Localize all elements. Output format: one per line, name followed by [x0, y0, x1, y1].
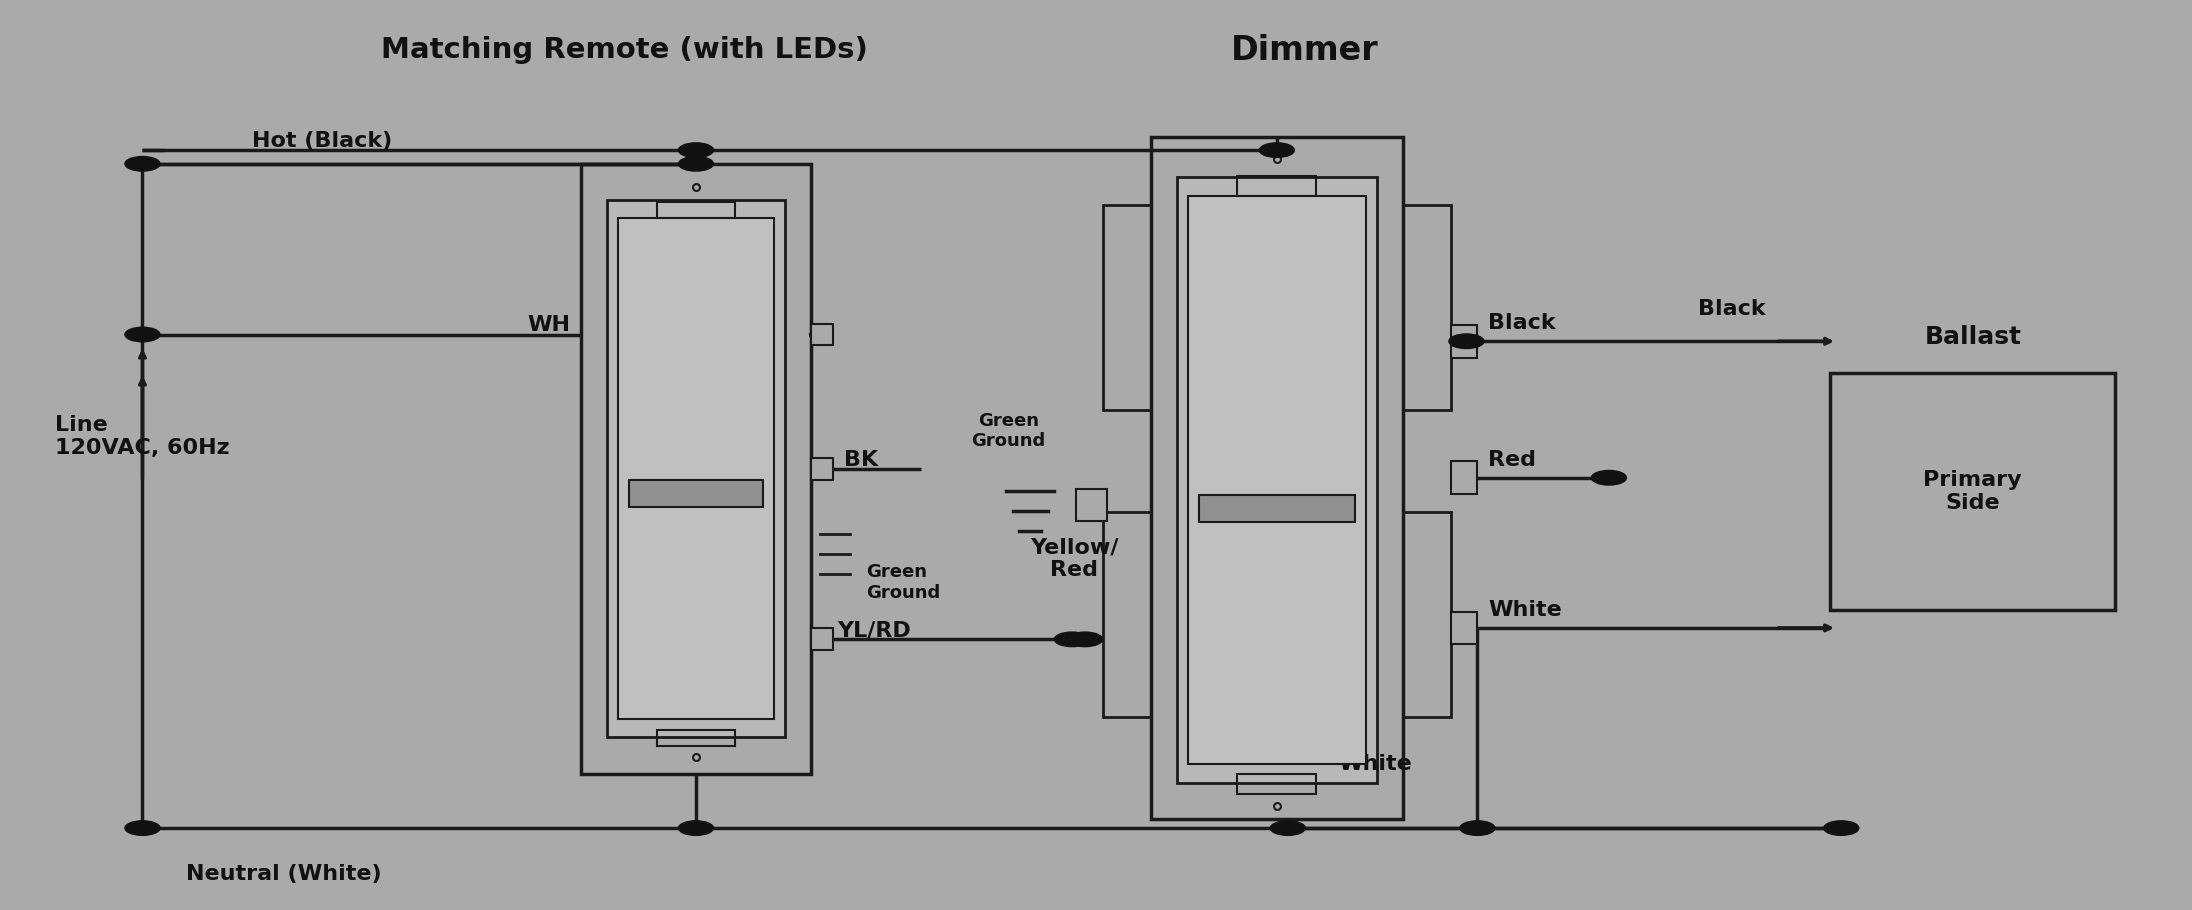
- Bar: [629, 480, 763, 508]
- Circle shape: [680, 143, 715, 157]
- Bar: [1177, 177, 1377, 783]
- Circle shape: [1269, 821, 1306, 835]
- Circle shape: [125, 328, 160, 342]
- Bar: [1103, 511, 1151, 717]
- Circle shape: [125, 157, 160, 171]
- Text: Yellow/
Red: Yellow/ Red: [1030, 537, 1118, 581]
- Circle shape: [125, 821, 160, 835]
- Text: Red: Red: [1488, 450, 1537, 470]
- Circle shape: [1460, 821, 1495, 835]
- Text: Matching Remote (with LEDs): Matching Remote (with LEDs): [381, 36, 868, 64]
- Bar: [1403, 205, 1451, 410]
- Bar: [1188, 196, 1366, 764]
- Text: WH: WH: [526, 316, 570, 336]
- Text: BK: BK: [844, 450, 879, 470]
- Text: Hot (Black): Hot (Black): [252, 131, 392, 151]
- Circle shape: [680, 157, 715, 171]
- Bar: [1076, 489, 1107, 521]
- Text: Primary
Side: Primary Side: [1925, 470, 2021, 513]
- Circle shape: [1258, 143, 1293, 157]
- Circle shape: [1068, 632, 1103, 647]
- Text: Green
Ground: Green Ground: [971, 411, 1046, 450]
- Bar: [581, 164, 811, 773]
- Bar: [1236, 176, 1315, 196]
- Bar: [1451, 612, 1477, 644]
- Text: White: White: [1339, 754, 1412, 774]
- Bar: [811, 458, 833, 480]
- Bar: [1451, 325, 1477, 358]
- Bar: [1103, 205, 1151, 410]
- Bar: [1199, 495, 1355, 522]
- Bar: [811, 324, 833, 346]
- Text: White: White: [1488, 600, 1563, 620]
- Text: Ballast: Ballast: [1925, 325, 2021, 349]
- Bar: [1151, 136, 1403, 819]
- Bar: [658, 202, 734, 218]
- Text: YL/RD: YL/RD: [837, 621, 912, 641]
- Bar: [607, 200, 785, 737]
- Text: Line
120VAC, 60Hz: Line 120VAC, 60Hz: [55, 415, 230, 459]
- Bar: [1451, 461, 1477, 494]
- Text: Neutral (White): Neutral (White): [186, 864, 381, 884]
- Circle shape: [1054, 632, 1089, 647]
- Text: Dimmer: Dimmer: [1230, 34, 1379, 66]
- Circle shape: [1824, 821, 1859, 835]
- Bar: [1830, 373, 2115, 610]
- Bar: [811, 629, 833, 651]
- Text: Black: Black: [1699, 299, 1765, 319]
- Bar: [618, 218, 774, 719]
- Bar: [1236, 774, 1315, 794]
- Circle shape: [1449, 334, 1484, 349]
- Text: Black: Black: [1488, 313, 1556, 333]
- Text: Green
Ground: Green Ground: [866, 563, 940, 602]
- Bar: [1403, 511, 1451, 717]
- Bar: [658, 730, 734, 746]
- Circle shape: [680, 821, 715, 835]
- Circle shape: [1591, 470, 1626, 485]
